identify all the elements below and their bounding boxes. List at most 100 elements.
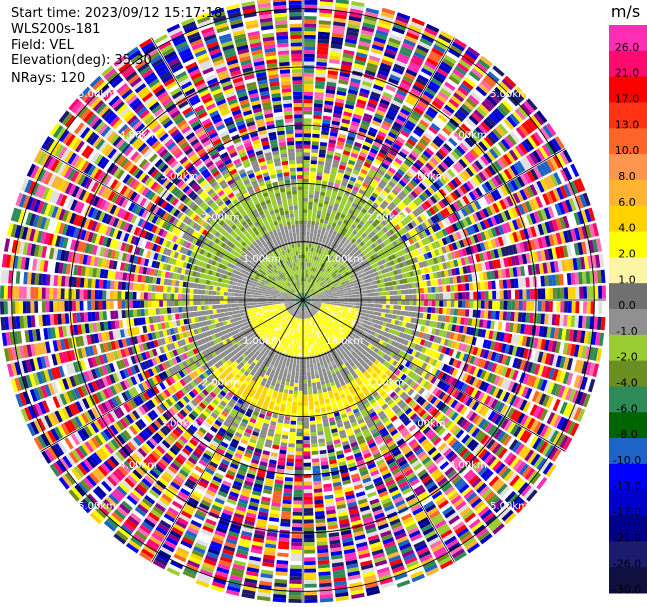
range-gate: [421, 319, 427, 326]
range-gate: [401, 352, 408, 359]
range-gate: [303, 504, 313, 509]
range-gate: [305, 302, 310, 305]
range-gate: [497, 447, 508, 459]
range-gate: [594, 285, 599, 299]
range-gate: [365, 352, 371, 359]
range-gate: [305, 293, 308, 298]
range-gate: [289, 583, 302, 588]
range-gate: [416, 376, 424, 385]
range-gate: [317, 274, 321, 279]
range-gate: [506, 134, 517, 146]
range-gate: [322, 207, 328, 213]
range-gate: [355, 291, 360, 295]
range-gate: [525, 336, 532, 348]
range-gate: [441, 246, 447, 254]
range-gate: [290, 378, 295, 383]
range-gate: [303, 515, 314, 520]
range-gate: [286, 404, 292, 410]
range-gate: [313, 285, 317, 290]
range-gate: [322, 286, 327, 290]
range-gate: [446, 78, 458, 88]
range-gate: [467, 386, 475, 396]
range-gate: [482, 382, 490, 393]
range-gate: [318, 153, 326, 158]
range-gate: [327, 146, 335, 152]
range-gate: [347, 131, 357, 138]
range-gate: [311, 275, 314, 280]
range-gate: [454, 292, 459, 300]
range-gate: [362, 244, 368, 250]
range-gate: [357, 271, 362, 276]
range-gate: [424, 364, 431, 372]
range-gate: [359, 211, 365, 218]
range-gate: [390, 319, 396, 325]
range-gate: [526, 289, 531, 300]
range-gate: [551, 274, 557, 286]
range-gate: [398, 364, 405, 371]
range-gate: [459, 197, 467, 207]
range-gate: [326, 81, 337, 87]
range-gate: [376, 349, 383, 356]
range-gate: [374, 262, 379, 268]
range-gate: [404, 386, 412, 394]
range-gate: [538, 263, 544, 275]
range-gate: [392, 285, 398, 291]
range-gate: [294, 348, 298, 353]
range-gate: [370, 307, 375, 311]
range-gate: [401, 345, 407, 352]
range-gate: [317, 285, 322, 289]
range-gate: [383, 186, 391, 194]
range-gate: [556, 153, 566, 167]
range-gate: [500, 467, 512, 480]
range-gate: [348, 317, 353, 322]
range-gate: [556, 400, 565, 413]
range-gate: [582, 192, 591, 207]
range-gate: [390, 374, 397, 381]
range-gate: [438, 403, 447, 412]
range-gate: [318, 262, 322, 267]
range-gate: [296, 337, 299, 342]
range-gate: [305, 337, 308, 342]
range-gate: [421, 202, 429, 211]
range-gate: [311, 289, 315, 293]
range-gate: [334, 312, 339, 316]
range-gate: [436, 380, 444, 389]
range-gate: [456, 333, 463, 342]
range-gate: [346, 320, 352, 324]
range-gate: [303, 190, 309, 195]
range-gate: [323, 111, 332, 117]
range-gate: [487, 165, 497, 176]
range-gate: [438, 238, 445, 247]
range-gate: [555, 232, 563, 245]
range-gate: [596, 316, 602, 330]
range-gate: [499, 390, 507, 401]
range-gate: [343, 252, 349, 257]
range-gate: [398, 151, 408, 159]
range-gate: [321, 312, 326, 316]
range-gate: [385, 343, 391, 349]
range-gate: [357, 155, 366, 162]
range-gate: [510, 278, 515, 289]
range-gate: [381, 253, 388, 259]
range-gate: [478, 418, 487, 429]
range-gate: [574, 315, 580, 328]
range-gate: [408, 300, 413, 306]
range-gate: [322, 264, 326, 269]
range-gate: [303, 288, 305, 293]
range-gate: [569, 373, 578, 387]
range-gate: [318, 275, 322, 280]
range-gate: [464, 137, 475, 148]
range-gate: [460, 123, 471, 134]
range-gate: [447, 269, 453, 277]
range-gate: [486, 250, 492, 260]
range-gate: [346, 276, 352, 280]
range-gate: [407, 222, 414, 230]
range-gate: [361, 80, 373, 88]
range-gate: [365, 324, 371, 329]
range-gate: [355, 232, 362, 238]
range-gate: [304, 262, 307, 267]
range-gate: [497, 376, 505, 387]
range-gate: [486, 372, 494, 383]
range-gate: [336, 296, 341, 299]
range-gate: [553, 172, 562, 185]
